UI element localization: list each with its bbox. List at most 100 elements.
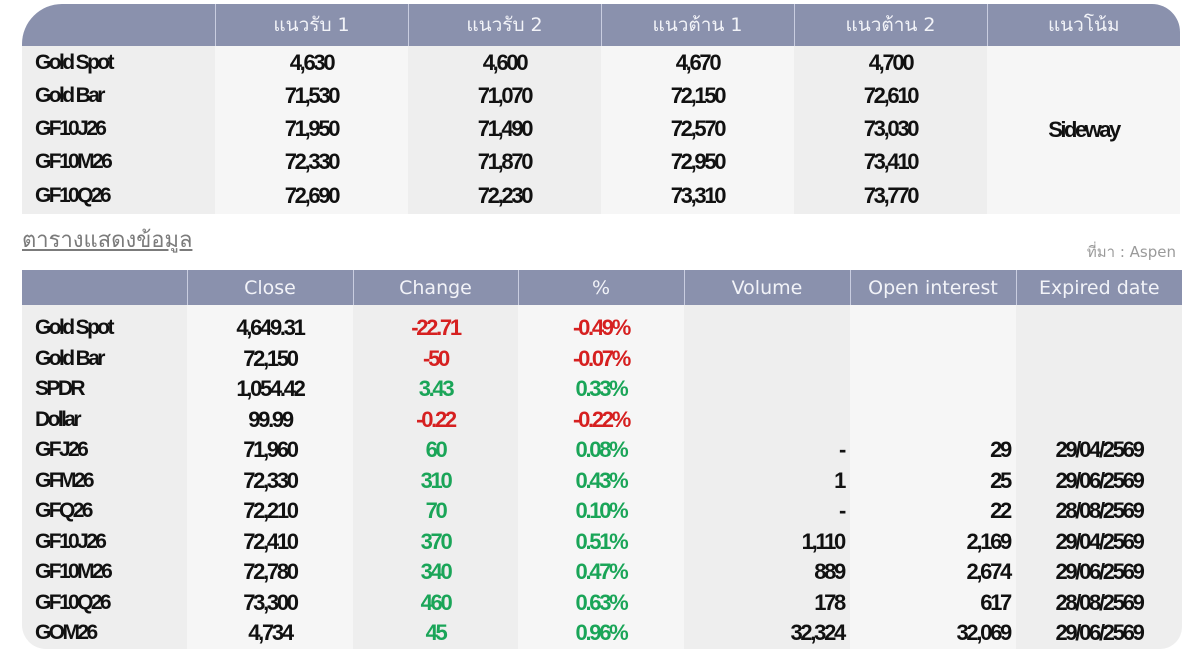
- instrument-name: Dollar: [22, 404, 187, 435]
- table-row: GF10Q26 72,690 72,230 73,310 73,770: [22, 178, 1180, 214]
- data-header-row: Close Change % Volume Open interest Expi…: [22, 270, 1182, 305]
- close-value: 72,410: [187, 526, 353, 557]
- instrument-name: SPDR: [22, 374, 187, 405]
- table-row: GFM26 72,330 310 0.43% 1 25 29/06/2569: [22, 465, 1182, 496]
- volume-value: 32,324: [684, 618, 850, 649]
- market-data-table: Close Change % Volume Open interest Expi…: [22, 270, 1182, 649]
- table-row: Gold Bar 71,530 71,070 72,150 72,610: [22, 79, 1180, 112]
- close-value: 73,300: [187, 587, 353, 618]
- change-value: -50: [353, 343, 518, 374]
- header-percent: %: [518, 270, 685, 305]
- open-interest-value: [850, 305, 1016, 344]
- percent-value: 0.08%: [518, 435, 684, 466]
- percent-value: -0.07%: [518, 343, 684, 374]
- close-value: 1,054.42: [187, 374, 353, 405]
- close-value: 4,649.31: [187, 305, 353, 344]
- instrument-name: GF10J26: [22, 526, 187, 557]
- expired-date-value: 29/06/2569: [1016, 618, 1182, 649]
- expired-date-value: 29/04/2569: [1016, 435, 1182, 466]
- header-resistance-2: แนวต้าน 2: [794, 4, 988, 46]
- header-change: Change: [353, 270, 519, 305]
- table-row: SPDR 1,054.42 3.43 0.33%: [22, 374, 1182, 405]
- instrument-name: Gold Spot: [22, 305, 187, 344]
- close-value: 72,330: [187, 465, 353, 496]
- support-2: 71,070: [408, 79, 601, 112]
- instrument-name: GF10Q26: [22, 178, 215, 214]
- resistance-1: 4,670: [601, 46, 794, 79]
- resistance-2: 73,030: [794, 112, 987, 145]
- table-row: Gold Bar 72,150 -50 -0.07%: [22, 343, 1182, 374]
- instrument-name: GOM26: [22, 618, 187, 649]
- instrument-name: Gold Bar: [22, 343, 187, 374]
- open-interest-value: [850, 404, 1016, 435]
- trend-value: Sideway: [987, 46, 1180, 214]
- open-interest-value: 22: [850, 496, 1016, 527]
- header-blank: [22, 270, 188, 305]
- instrument-name: GF10M26: [22, 145, 215, 178]
- support-2: 4,600: [408, 46, 601, 79]
- source-label: ที่มา : Aspen: [1086, 243, 1176, 261]
- expired-date-value: [1016, 374, 1182, 405]
- table-row: Dollar 99.99 -0.22 -0.22%: [22, 404, 1182, 435]
- open-interest-value: 2,169: [850, 526, 1016, 557]
- expired-date-value: 29/06/2569: [1016, 557, 1182, 588]
- support-resistance-table: แนวรับ 1 แนวรับ 2 แนวต้าน 1 แนวต้าน 2 แน…: [22, 4, 1180, 214]
- support-1: 71,530: [215, 79, 408, 112]
- open-interest-value: 2,674: [850, 557, 1016, 588]
- close-value: 72,150: [187, 343, 353, 374]
- resistance-1: 72,150: [601, 79, 794, 112]
- header-blank: [22, 4, 216, 46]
- volume-value: -: [684, 435, 850, 466]
- instrument-name: Gold Bar: [22, 79, 215, 112]
- volume-value: [684, 374, 850, 405]
- percent-value: 0.33%: [518, 374, 684, 405]
- table-row: GF10M26 72,780 340 0.47% 889 2,674 29/06…: [22, 557, 1182, 588]
- volume-value: [684, 343, 850, 374]
- change-value: -22.71: [353, 305, 518, 344]
- table-row: GF10Q26 73,300 460 0.63% 178 617 28/08/2…: [22, 587, 1182, 618]
- expired-date-value: 28/08/2569: [1016, 496, 1182, 527]
- expired-date-value: [1016, 404, 1182, 435]
- resistance-1: 72,570: [601, 112, 794, 145]
- change-value: 70: [353, 496, 518, 527]
- header-resistance-1: แนวต้าน 1: [601, 4, 795, 46]
- open-interest-value: 25: [850, 465, 1016, 496]
- resistance-2: 4,700: [794, 46, 987, 79]
- close-value: 99.99: [187, 404, 353, 435]
- volume-value: 1,110: [684, 526, 850, 557]
- close-value: 71,960: [187, 435, 353, 466]
- volume-value: [684, 305, 850, 344]
- change-value: 310: [353, 465, 518, 496]
- change-value: 3.43: [353, 374, 518, 405]
- table-row: GF10J26 72,410 370 0.51% 1,110 2,169 29/…: [22, 526, 1182, 557]
- percent-value: 0.96%: [518, 618, 684, 649]
- close-value: 4,734: [187, 618, 353, 649]
- header-volume: Volume: [684, 270, 851, 305]
- percent-value: 0.10%: [518, 496, 684, 527]
- header-expired-date: Expired date: [1016, 270, 1182, 305]
- header-support-2: แนวรับ 2: [408, 4, 602, 46]
- open-interest-value: [850, 374, 1016, 405]
- instrument-name: GF10Q26: [22, 587, 187, 618]
- instrument-name: GF10M26: [22, 557, 187, 588]
- header-support-1: แนวรับ 1: [215, 4, 409, 46]
- table-row: GOM26 4,734 45 0.96% 32,324 32,069 29/06…: [22, 618, 1182, 649]
- change-value: 460: [353, 587, 518, 618]
- close-value: 72,780: [187, 557, 353, 588]
- table-row: GF10J26 71,950 71,490 72,570 73,030: [22, 112, 1180, 145]
- percent-value: -0.22%: [518, 404, 684, 435]
- table-row: GFQ26 72,210 70 0.10% - 22 28/08/2569: [22, 496, 1182, 527]
- support-1: 71,950: [215, 112, 408, 145]
- support-2: 71,870: [408, 145, 601, 178]
- resistance-2: 72,610: [794, 79, 987, 112]
- support-1: 72,330: [215, 145, 408, 178]
- change-value: -0.22: [353, 404, 518, 435]
- expired-date-value: 28/08/2569: [1016, 587, 1182, 618]
- open-interest-value: 29: [850, 435, 1016, 466]
- instrument-name: GFJ26: [22, 435, 187, 466]
- instrument-name: GF10J26: [22, 112, 215, 145]
- change-value: 45: [353, 618, 518, 649]
- resistance-1: 73,310: [601, 178, 794, 214]
- support-2: 72,230: [408, 178, 601, 214]
- percent-value: -0.49%: [518, 305, 684, 344]
